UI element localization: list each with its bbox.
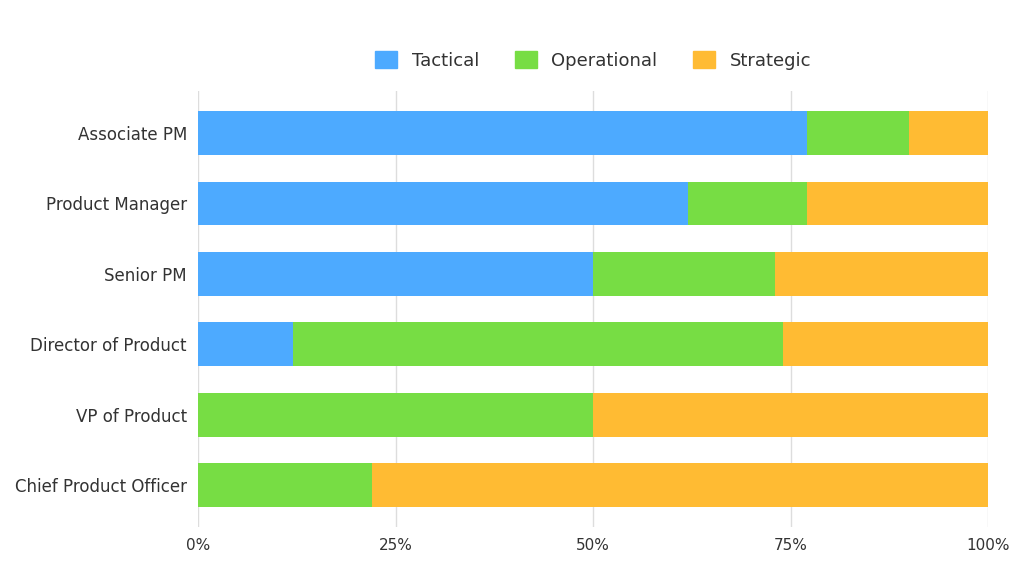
Bar <box>783 323 988 366</box>
Bar <box>198 323 293 366</box>
Bar <box>198 393 593 437</box>
Bar <box>593 252 775 296</box>
Bar <box>807 111 909 154</box>
Bar <box>198 463 372 507</box>
Legend: Tactical, Operational, Strategic: Tactical, Operational, Strategic <box>368 44 818 77</box>
Bar <box>688 182 807 225</box>
Bar <box>775 252 988 296</box>
Bar <box>909 111 988 154</box>
Bar <box>198 111 807 154</box>
Bar <box>807 182 988 225</box>
Bar <box>593 393 988 437</box>
Bar <box>198 252 593 296</box>
Bar <box>293 323 783 366</box>
Bar <box>372 463 988 507</box>
Bar <box>198 182 688 225</box>
